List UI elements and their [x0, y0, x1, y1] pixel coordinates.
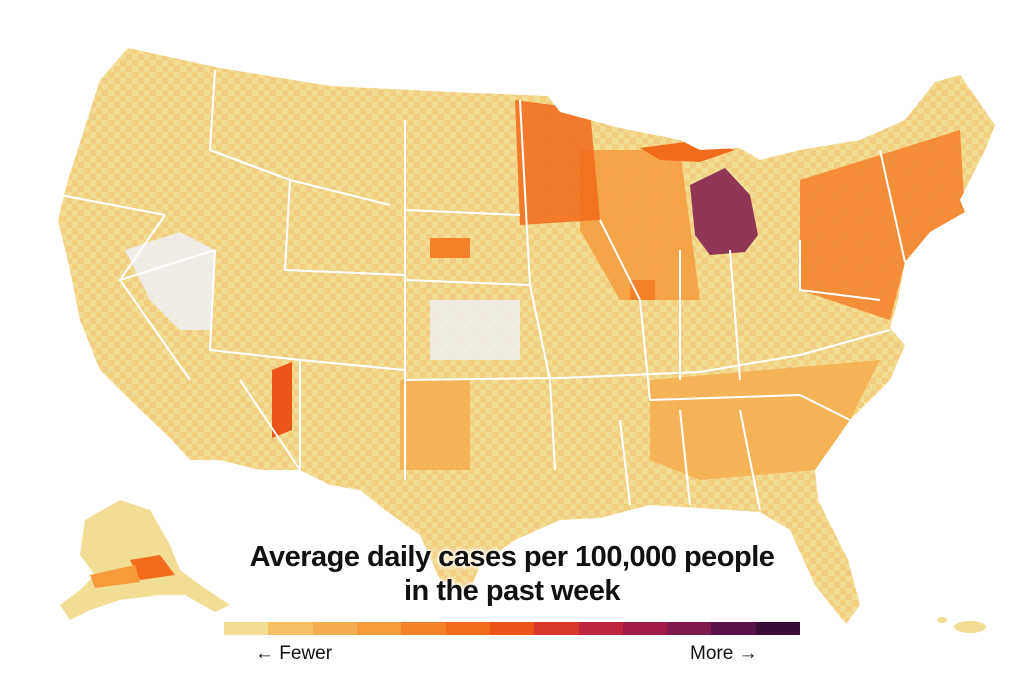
legend-swatch-4 — [401, 622, 446, 635]
legend-swatch-9 — [622, 622, 668, 635]
title-line-2: in the past week — [403, 575, 621, 607]
legend-swatch-3 — [356, 622, 402, 635]
region-northeast — [800, 130, 965, 320]
legend-swatch-12 — [755, 622, 801, 635]
legend-fewer-label: ← Fewer — [255, 643, 333, 664]
alaska-south-band — [90, 565, 140, 588]
legend-swatch-11 — [711, 622, 756, 635]
legend-swatch-6 — [489, 622, 535, 635]
region-southeast — [650, 360, 880, 480]
illinois-hotspot — [630, 280, 655, 300]
state-borders — [59, 69, 906, 511]
alaska — [60, 500, 230, 620]
hawaii-maui — [937, 617, 947, 623]
legend-swatch-2 — [312, 622, 357, 635]
hawaii-big-island — [954, 621, 986, 633]
legend-swatch-0 — [224, 622, 269, 635]
legend-more-label: More → — [690, 643, 758, 664]
hawaii — [937, 617, 986, 633]
legend-swatch-10 — [667, 622, 712, 635]
region-upper-midwest — [580, 150, 700, 300]
nebraska-hotspot — [430, 238, 470, 258]
map-title: Average daily cases per 100,000 people i… — [212, 540, 812, 608]
alaska-hotspot — [130, 555, 175, 580]
region-minnesota — [515, 100, 600, 225]
color-legend — [224, 622, 801, 635]
legend-swatch-7 — [534, 622, 579, 635]
plains-no-data — [430, 300, 520, 360]
region-great-plains — [400, 380, 470, 470]
title-line-1: Average daily cases per 100,000 people — [249, 541, 775, 573]
region-michigan — [690, 168, 758, 255]
legend-swatch-1 — [268, 622, 313, 635]
new-mexico-hotspot — [272, 362, 292, 438]
legend-swatch-5 — [445, 622, 490, 635]
legend-swatch-8 — [578, 622, 623, 635]
